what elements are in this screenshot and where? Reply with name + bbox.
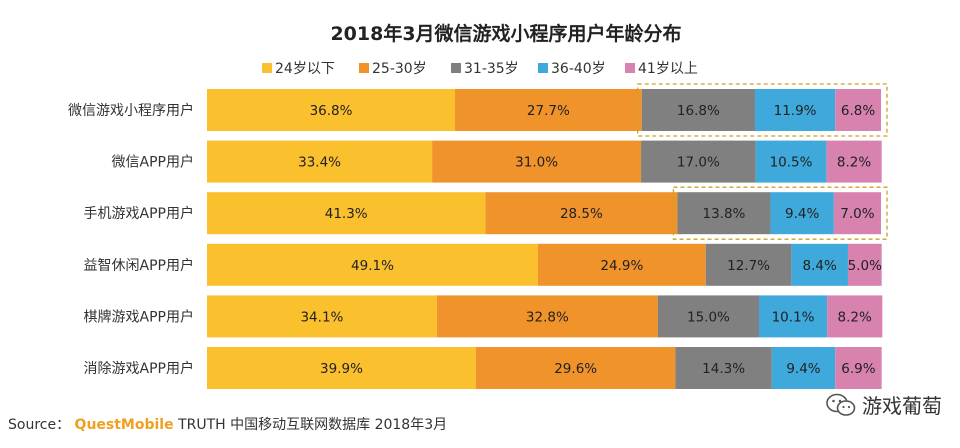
bar-segment: [485, 192, 678, 235]
data-label: 33.4%: [298, 155, 341, 171]
bar-segment: [207, 243, 538, 286]
bar-segment: [759, 295, 828, 338]
bar-segment: [207, 192, 486, 235]
bar-segment: [677, 192, 771, 235]
bar-segment: [657, 295, 760, 338]
data-label: 41.3%: [325, 206, 368, 222]
legend-label-1: 24岁以下: [275, 61, 335, 77]
legend-label-4: 36-40岁: [551, 61, 606, 77]
legend-label-5: 41岁以上: [638, 61, 698, 77]
data-label: 8.2%: [837, 155, 871, 171]
bar-segment: [207, 295, 437, 338]
bar-segment: [847, 243, 882, 286]
legend-swatch-1: [262, 63, 272, 73]
data-label: 15.0%: [687, 309, 730, 325]
bar-segment: [675, 347, 772, 389]
bar-segment: [475, 347, 676, 389]
category-label: 微信APP用户: [112, 154, 194, 171]
data-label: 17.0%: [677, 155, 720, 171]
bar-segment: [641, 140, 756, 183]
highlight-box: [672, 186, 888, 240]
data-label: 27.7%: [527, 103, 570, 119]
source-text: TRUTH 中国移动互联网数据库 2018年3月: [178, 417, 448, 433]
category-label: 棋牌游戏APP用户: [84, 308, 194, 325]
wechat-icon: [826, 393, 856, 416]
source-note: Source： QuestMobile TRUTH 中国移动互联网数据库 201…: [8, 414, 447, 434]
data-label: 12.7%: [727, 258, 770, 274]
data-label: 16.8%: [677, 103, 720, 119]
legend: 24岁以下 25-30岁 31-35岁 36-40岁 41岁以上: [262, 61, 698, 77]
source-brand: QuestMobile: [74, 417, 174, 433]
data-label: 8.4%: [803, 258, 837, 274]
data-label: 39.9%: [320, 361, 363, 377]
data-label: 49.1%: [351, 258, 394, 274]
category-label: 益智休闲APP用户: [84, 257, 194, 274]
bar-segment: [207, 89, 456, 131]
data-label: 29.6%: [554, 361, 597, 377]
bar-segment: [755, 140, 827, 183]
legend-label-3: 31-35岁: [464, 61, 519, 77]
bar-segment: [455, 89, 642, 131]
data-label: 7.0%: [840, 206, 874, 222]
data-label: 11.9%: [774, 103, 817, 119]
data-label: 14.3%: [702, 361, 745, 377]
data-label: 32.8%: [526, 309, 569, 325]
bar-segment: [207, 347, 476, 389]
bar-segment: [207, 140, 433, 183]
highlight-box: [637, 83, 888, 137]
data-label: 6.9%: [841, 361, 875, 377]
bar-segment: [791, 243, 848, 286]
bar-segment: [827, 295, 883, 338]
bar-segment: [705, 243, 792, 286]
bar-segment: [770, 192, 834, 235]
bar-segment: [771, 347, 836, 389]
data-label: 5.0%: [848, 258, 882, 274]
data-label: 31.0%: [515, 155, 558, 171]
data-label: 10.5%: [770, 155, 813, 171]
bar-segment: [835, 89, 881, 131]
source-prefix: Source：: [8, 417, 71, 433]
legend-swatch-4: [538, 63, 548, 73]
legend-swatch-2: [359, 63, 369, 73]
category-label: 微信游戏小程序用户: [68, 102, 194, 119]
legend-label-2: 25-30岁: [372, 61, 427, 77]
bar-segment: [835, 347, 882, 389]
bar-segment: [826, 140, 882, 183]
data-label: 9.4%: [786, 361, 820, 377]
bar-segment: [754, 89, 836, 131]
legend-swatch-3: [451, 63, 461, 73]
watermark-text: 游戏葡萄: [862, 394, 942, 418]
data-label: 6.8%: [841, 103, 875, 119]
legend-swatch-5: [625, 63, 635, 73]
data-label: 36.8%: [310, 103, 353, 119]
bar-segment: [641, 89, 755, 131]
category-label: 手机游戏APP用户: [84, 205, 194, 222]
bar-segment: [833, 192, 881, 235]
data-label: 8.2%: [838, 309, 872, 325]
watermark: 游戏葡萄: [826, 390, 942, 419]
bar-segment: [537, 243, 706, 286]
data-label: 9.4%: [785, 206, 819, 222]
chart-title: 2018年3月微信游戏小程序用户年龄分布: [330, 22, 681, 45]
data-label: 34.1%: [300, 309, 343, 325]
bar-segment: [436, 295, 658, 338]
data-label: 13.8%: [703, 206, 746, 222]
data-label: 28.5%: [560, 206, 603, 222]
data-label: 24.9%: [600, 258, 643, 274]
data-label: 10.1%: [772, 309, 815, 325]
category-label: 消除游戏APP用户: [84, 360, 194, 377]
bar-segment: [432, 140, 642, 183]
